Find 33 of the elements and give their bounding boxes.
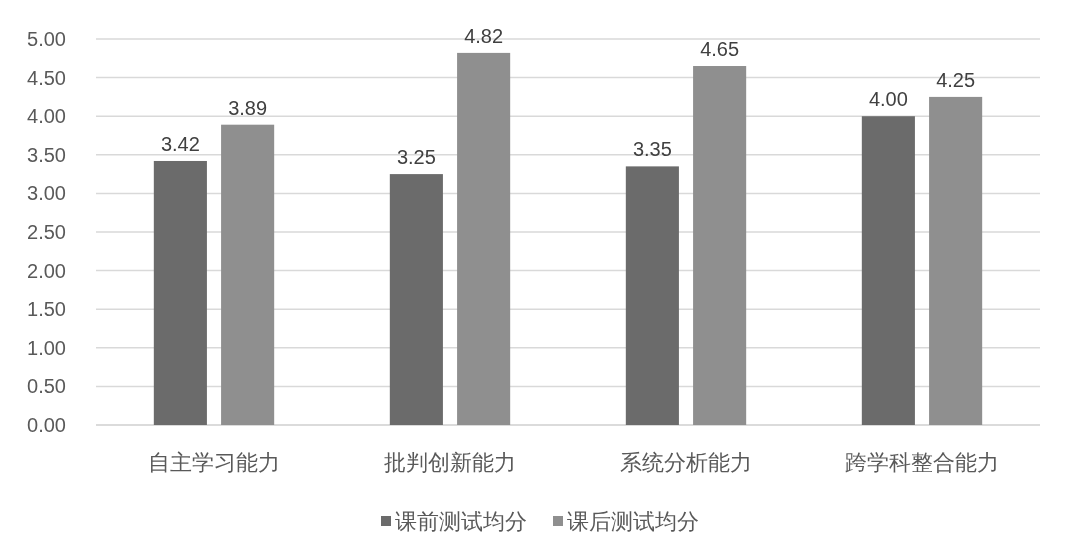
data-label: 3.89 — [228, 96, 268, 119]
bar — [693, 66, 747, 425]
bar — [929, 96, 983, 425]
bar — [861, 116, 915, 425]
bar — [389, 174, 443, 425]
y-tick-label: 1.00 — [27, 336, 66, 359]
y-tick-label: 1.50 — [27, 298, 66, 321]
bar — [221, 124, 275, 425]
bar — [625, 166, 679, 425]
y-tick-label: 3.00 — [27, 182, 66, 205]
bar — [153, 160, 207, 425]
data-label: 4.25 — [936, 68, 976, 91]
x-tick-label: 系统分析能力 — [620, 449, 752, 475]
y-tick-label: 3.50 — [27, 143, 66, 166]
bar — [457, 52, 511, 425]
y-tick-label: 0.00 — [27, 414, 66, 436]
data-label: 4.65 — [700, 38, 740, 61]
data-label: 4.82 — [464, 24, 504, 47]
y-tick-label: 4.00 — [27, 105, 66, 128]
y-tick-label: 4.50 — [27, 66, 66, 89]
y-tick-label: 2.00 — [27, 259, 66, 282]
legend-label: 课前测试均分 — [395, 508, 527, 534]
data-label: 3.35 — [632, 138, 672, 161]
data-label: 3.25 — [396, 146, 436, 169]
legend-label: 课后测试均分 — [567, 508, 699, 534]
y-tick-label: 5.00 — [27, 28, 66, 50]
x-tick-label: 批判创新能力 — [384, 449, 516, 475]
y-tick-label: 0.50 — [27, 375, 66, 398]
x-tick-label: 跨学科整合能力 — [845, 449, 999, 475]
x-tick-label: 自主学习能力 — [148, 449, 280, 475]
data-label: 3.42 — [160, 132, 200, 155]
data-label: 4.00 — [868, 88, 908, 111]
y-tick-label: 2.50 — [27, 221, 66, 243]
